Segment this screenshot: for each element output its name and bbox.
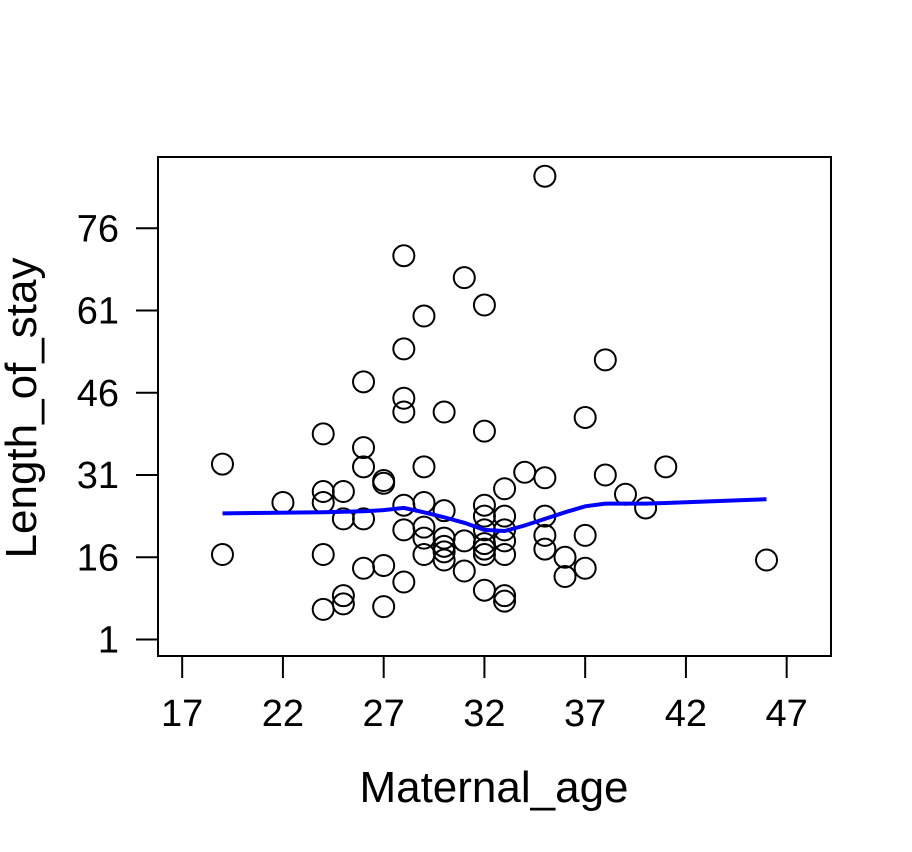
data-point bbox=[392, 493, 416, 517]
data-point bbox=[432, 548, 456, 572]
data-point bbox=[452, 266, 476, 290]
data-point bbox=[472, 537, 496, 561]
y-axis-title: Length_of_stay bbox=[0, 258, 46, 559]
x-tick-label: 22 bbox=[262, 693, 304, 735]
data-point bbox=[533, 164, 557, 188]
data-point bbox=[331, 479, 355, 503]
smooth-line bbox=[222, 497, 767, 534]
x-tick-label: 37 bbox=[564, 693, 606, 735]
data-point bbox=[352, 370, 376, 394]
data-point bbox=[432, 499, 456, 523]
x-tick-label: 42 bbox=[665, 693, 707, 735]
data-point bbox=[513, 460, 537, 484]
data-point bbox=[533, 466, 557, 490]
data-point bbox=[573, 523, 597, 547]
data-point bbox=[331, 584, 355, 608]
x-tick-label: 47 bbox=[766, 693, 808, 735]
data-point bbox=[634, 496, 658, 520]
data-point bbox=[533, 523, 557, 547]
data-point bbox=[210, 452, 234, 476]
data-point bbox=[432, 540, 456, 564]
data-point bbox=[493, 584, 517, 608]
x-tick-label: 32 bbox=[463, 693, 505, 735]
data-point bbox=[493, 504, 517, 528]
data-point bbox=[472, 419, 496, 443]
data-point bbox=[593, 463, 617, 487]
data-point bbox=[392, 244, 416, 268]
data-point bbox=[553, 564, 577, 588]
data-point bbox=[331, 592, 355, 616]
x-axis-title: Maternal_age bbox=[359, 763, 628, 812]
data-point bbox=[352, 436, 376, 460]
data-point bbox=[271, 490, 295, 514]
y-tick-label: 1 bbox=[98, 620, 119, 662]
data-point bbox=[432, 400, 456, 424]
data-point bbox=[472, 493, 496, 517]
data-point bbox=[372, 595, 396, 619]
x-axis: 17 22 27 32 37 42 47 bbox=[161, 655, 808, 735]
y-tick-label: 46 bbox=[77, 373, 119, 415]
data-point bbox=[412, 543, 436, 567]
y-tick-label: 61 bbox=[77, 291, 119, 333]
data-point bbox=[755, 548, 779, 572]
data-point bbox=[311, 543, 335, 567]
data-point bbox=[352, 507, 376, 531]
data-point bbox=[392, 518, 416, 542]
data-point bbox=[493, 477, 517, 501]
data-point bbox=[311, 422, 335, 446]
data-point bbox=[392, 337, 416, 361]
data-point bbox=[210, 543, 234, 567]
y-tick-label: 31 bbox=[77, 455, 119, 497]
data-point bbox=[573, 556, 597, 580]
data-point bbox=[392, 400, 416, 424]
data-point bbox=[613, 482, 637, 506]
data-point bbox=[412, 304, 436, 328]
data-point bbox=[654, 455, 678, 479]
data-point bbox=[472, 293, 496, 317]
data-point bbox=[452, 529, 476, 553]
plot-frame bbox=[157, 156, 832, 657]
data-point bbox=[533, 537, 557, 561]
data-point bbox=[352, 556, 376, 580]
data-point bbox=[352, 455, 376, 479]
data-point bbox=[311, 597, 335, 621]
data-point bbox=[392, 386, 416, 410]
x-tick-label: 27 bbox=[363, 693, 405, 735]
x-tick-label: 17 bbox=[161, 693, 203, 735]
data-point bbox=[372, 554, 396, 578]
data-point bbox=[553, 545, 577, 569]
y-tick-label: 16 bbox=[77, 537, 119, 579]
y-tick-label: 76 bbox=[77, 208, 119, 250]
data-point bbox=[392, 570, 416, 594]
data-point bbox=[573, 405, 597, 429]
data-point bbox=[493, 543, 517, 567]
data-point bbox=[452, 559, 476, 583]
data-point bbox=[412, 515, 436, 539]
data-point bbox=[472, 578, 496, 602]
data-point bbox=[493, 589, 517, 613]
data-point bbox=[372, 471, 396, 495]
data-points bbox=[210, 164, 779, 621]
data-point bbox=[593, 348, 617, 372]
data-point bbox=[412, 455, 436, 479]
y-axis: 1 16 31 46 61 76 bbox=[77, 208, 159, 662]
